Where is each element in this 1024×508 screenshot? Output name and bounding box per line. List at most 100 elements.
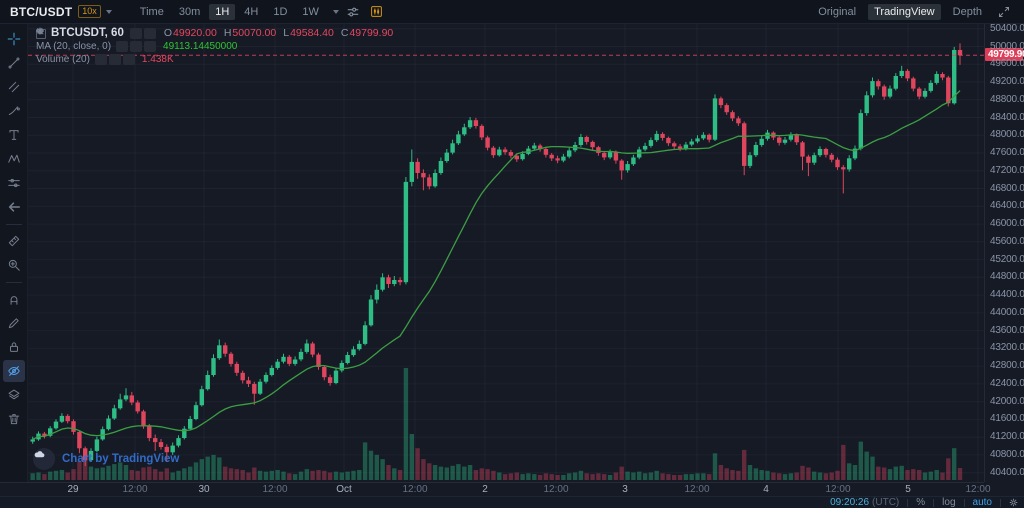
ma-eye-icon[interactable] — [36, 28, 129, 52]
price-axis-label: 41600.00 — [990, 413, 1024, 425]
interval-30m[interactable]: 30m — [178, 5, 201, 18]
time-axis-label: 12:00 — [402, 484, 428, 495]
ma-settings-icon[interactable] — [36, 27, 143, 52]
back-arrow-tool-icon[interactable] — [3, 196, 25, 218]
magnet-tool-icon[interactable] — [3, 288, 25, 310]
interval-time[interactable]: Time — [139, 5, 164, 18]
legend-ma-row: MA (20, close, 0) 49113.14450000 — [36, 27, 393, 53]
chart-mode-tabs: Original TradingView Depth — [812, 3, 988, 20]
price-axis-label: 44000.00 — [990, 306, 1024, 318]
time-axis-label: 12:00 — [543, 484, 569, 495]
time-axis-label: 30 — [198, 484, 210, 495]
percent-scale-button[interactable]: % — [916, 496, 926, 508]
fullscreen-icon[interactable] — [994, 4, 1014, 20]
measure-ruler-tool-icon[interactable] — [3, 230, 25, 252]
close-value: 49799.90 — [349, 27, 394, 39]
price-axis-label: 40800.00 — [990, 448, 1024, 460]
price-axis-label: 49600.00 — [990, 58, 1024, 70]
position-tool-icon[interactable] — [3, 172, 25, 194]
price-axis-label: 46400.00 — [990, 200, 1024, 212]
tradingview-logo-icon — [33, 448, 55, 470]
clock-timezone: (UTC) — [872, 496, 900, 508]
time-axis[interactable]: 29 12:00 30 12:00 Oct 12:00 2 12:00 3 12:00 4 12:00… — [0, 482, 991, 496]
legend-eye-icon[interactable] — [36, 28, 142, 39]
close-label: C — [340, 27, 349, 39]
price-axis-label: 50000.00 — [990, 40, 1024, 52]
price-axis-label: 42400.00 — [990, 377, 1024, 389]
chart-status-bar: 09:20:26 (UTC) % log auto — [0, 496, 1024, 508]
volume-value: 1.438K — [141, 54, 174, 65]
high-value: 50070.00 — [232, 27, 277, 39]
time-axis-label: 12:00 — [122, 484, 148, 495]
crosshair-tool-icon[interactable] — [3, 28, 25, 50]
interval-1w[interactable]: 1W — [302, 5, 319, 18]
time-axis-label: 12:00 — [684, 484, 710, 495]
symbol-chevron-down-icon[interactable] — [105, 9, 112, 14]
tab-original[interactable]: Original — [818, 5, 857, 18]
legend-settings-icon[interactable] — [36, 27, 156, 39]
fib-tool-icon[interactable] — [3, 76, 25, 98]
candlestick-chart[interactable] — [28, 24, 984, 482]
volume-close-icon[interactable] — [37, 28, 135, 65]
hide-drawings-tool-icon[interactable] — [2, 360, 25, 382]
ma-value: 49113.14450000 — [163, 41, 238, 52]
log-scale-button[interactable]: log — [942, 496, 956, 508]
ma-line — [32, 90, 961, 440]
legend-volume-row: Volume (20) 1.438K — [36, 27, 393, 66]
last-price-tag: 49799.90 — [985, 48, 1024, 62]
price-axis-label: 45600.00 — [990, 235, 1024, 247]
price-axis-label: 48400.00 — [990, 111, 1024, 123]
leverage-badge[interactable]: 10x — [78, 5, 101, 18]
time-axis-label: 12:00 — [825, 484, 851, 495]
grid-layer — [28, 24, 984, 482]
price-axis-label: 43200.00 — [990, 342, 1024, 354]
indicators-icon[interactable] — [367, 4, 387, 20]
chart-settings-sliders-icon[interactable] — [343, 4, 363, 20]
legend-symbol: BTCUSDT, 60 — [51, 27, 124, 39]
auto-scale-button[interactable]: auto — [972, 496, 992, 508]
price-axis[interactable]: 49799.90 50400.00 50000.00 49600.00 49200.0… — [984, 23, 1024, 482]
tab-tradingview[interactable]: TradingView — [868, 3, 941, 20]
time-axis-label: 29 — [67, 484, 79, 495]
price-axis-label: 42800.00 — [990, 360, 1024, 372]
volume-layer — [30, 368, 963, 480]
price-axis-label: 44800.00 — [990, 271, 1024, 283]
remove-objects-tool-icon[interactable] — [3, 384, 25, 406]
time-axis-label: Oct — [336, 484, 352, 495]
price-axis-label: 45200.00 — [990, 253, 1024, 265]
volume-eye-icon[interactable] — [36, 28, 107, 65]
interval-chevron-down-icon[interactable] — [332, 9, 339, 14]
time-axis-label: 12:00 — [262, 484, 288, 495]
interval-4h[interactable]: 4H — [244, 5, 259, 18]
zoom-in-tool-icon[interactable] — [3, 254, 25, 276]
trendline-tool-icon[interactable] — [3, 52, 25, 74]
axis-settings-gear-icon[interactable] — [1009, 498, 1018, 507]
brush-tool-icon[interactable] — [3, 100, 25, 122]
time-axis-label: 4 — [763, 484, 769, 495]
volume-label: Volume (20) — [36, 54, 90, 65]
chart-legend: – BTCUSDT, 60 O 49920.00 H 50070.00 L 49584… — [36, 27, 393, 66]
price-axis-label: 47200.00 — [990, 164, 1024, 176]
open-value: 49920.00 — [173, 27, 217, 39]
drawing-lock-tool-icon[interactable] — [3, 312, 25, 334]
interval-1h[interactable]: 1H — [209, 3, 236, 20]
price-axis-label: 42000.00 — [990, 395, 1024, 407]
time-axis-label: 5 — [905, 484, 911, 495]
tab-depth[interactable]: Depth — [952, 5, 982, 18]
lock-all-tool-icon[interactable] — [3, 336, 25, 358]
text-tool-icon[interactable] — [3, 124, 25, 146]
ma-close-icon[interactable] — [37, 28, 157, 52]
interval-selector: Time 30m 1H 4H 1D 1W — [134, 3, 325, 20]
volume-settings-icon[interactable] — [36, 27, 121, 65]
chart-area[interactable]: – BTCUSDT, 60 O 49920.00 H 50070.00 L 49584… — [28, 24, 984, 482]
price-axis-label: 41200.00 — [990, 431, 1024, 443]
interval-1d[interactable]: 1D — [273, 5, 288, 18]
price-axis-label: 47600.00 — [990, 147, 1024, 158]
ma-label: MA (20, close, 0) — [36, 41, 112, 52]
toolbar-separator — [5, 282, 22, 283]
delete-tool-icon[interactable] — [3, 408, 25, 430]
xabcd-pattern-tool-icon[interactable] — [3, 148, 25, 170]
price-axis-label: 49200.00 — [990, 76, 1024, 87]
tradingview-watermark[interactable]: Chart by TradingView — [33, 448, 179, 470]
